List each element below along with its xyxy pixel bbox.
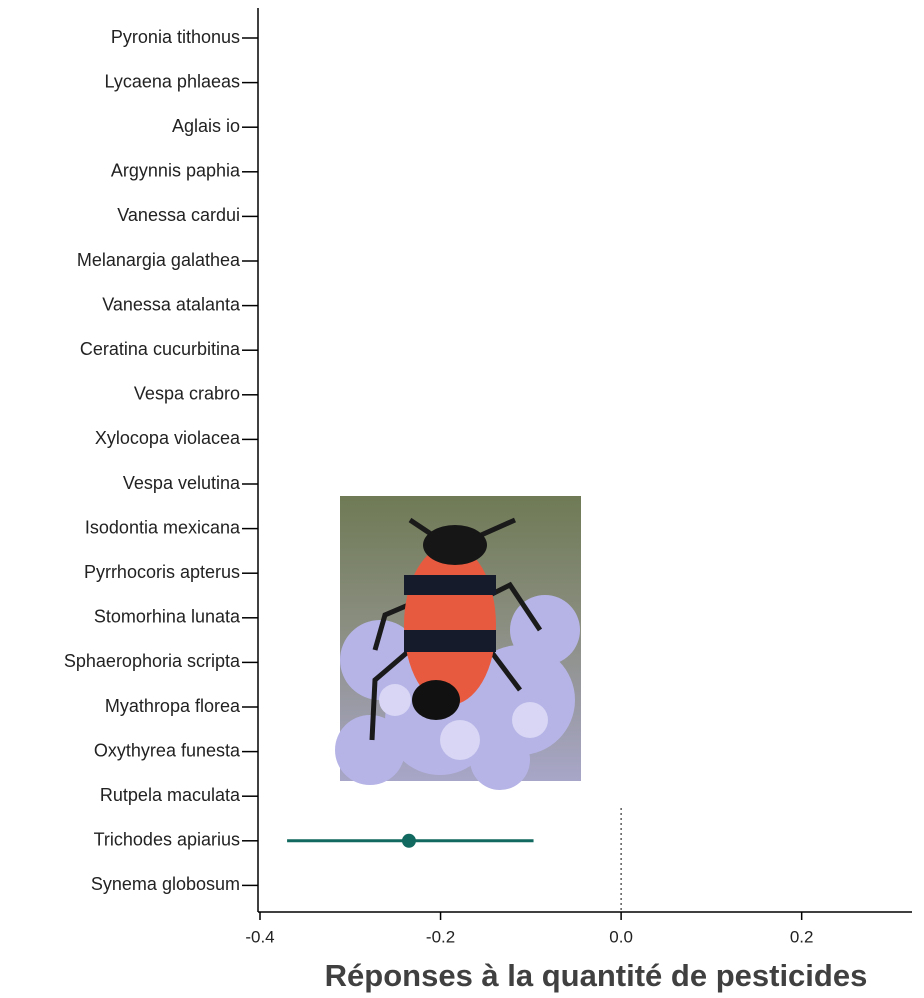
x-tick-label: -0.4 <box>245 927 274 946</box>
y-tick-label: Myathropa florea <box>105 696 241 716</box>
point <box>402 834 416 848</box>
y-tick-label: Stomorhina lunata <box>94 607 241 627</box>
chart: Réponses à la quantité de pesticides -0.… <box>0 0 924 998</box>
y-tick-label: Vespa velutina <box>123 473 241 493</box>
y-tick-label: Synema globosum <box>91 874 240 894</box>
y-tick-label: Rutpela maculata <box>100 785 241 805</box>
y-tick-label: Pyronia tithonus <box>111 27 240 47</box>
y-tick-label: Aglais io <box>172 116 240 136</box>
y-tick-label: Sphaerophoria scripta <box>64 651 241 671</box>
y-tick-label: Melanargia galathea <box>77 250 241 270</box>
beetle-photo <box>335 496 581 790</box>
x-tick-label: -0.2 <box>426 927 455 946</box>
x-tick-label: 0.0 <box>609 927 633 946</box>
chart-title: Réponses à la quantité de pesticides <box>325 958 868 993</box>
y-tick-label: Xylocopa violacea <box>95 428 241 448</box>
y-tick-label: Trichodes apiarius <box>94 830 240 850</box>
y-tick-label: Vanessa atalanta <box>102 294 241 314</box>
y-tick-label: Lycaena phlaeas <box>105 71 240 91</box>
y-tick-label: Isodontia mexicana <box>85 517 241 537</box>
y-tick-label: Ceratina cucurbitina <box>80 339 241 359</box>
y-tick-label: Argynnis paphia <box>111 161 241 181</box>
y-tick-label: Oxythyrea funesta <box>94 740 241 760</box>
x-tick-label: 0.2 <box>790 927 814 946</box>
y-tick-label: Vanessa cardui <box>117 205 240 225</box>
y-tick-label: Pyrrhocoris apterus <box>84 562 240 582</box>
y-tick-label: Vespa crabro <box>134 384 240 404</box>
